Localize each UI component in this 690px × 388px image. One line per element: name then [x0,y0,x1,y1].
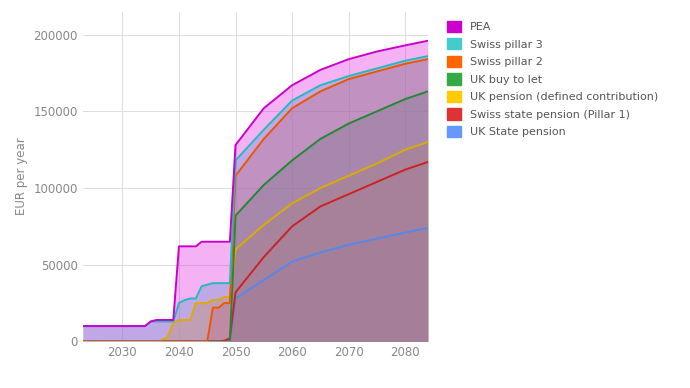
Legend: PEA, Swiss pillar 3, Swiss pillar 2, UK buy to let, UK pension (defined contribu: PEA, Swiss pillar 3, Swiss pillar 2, UK … [444,17,662,140]
Y-axis label: EUR per year: EUR per year [15,138,28,215]
